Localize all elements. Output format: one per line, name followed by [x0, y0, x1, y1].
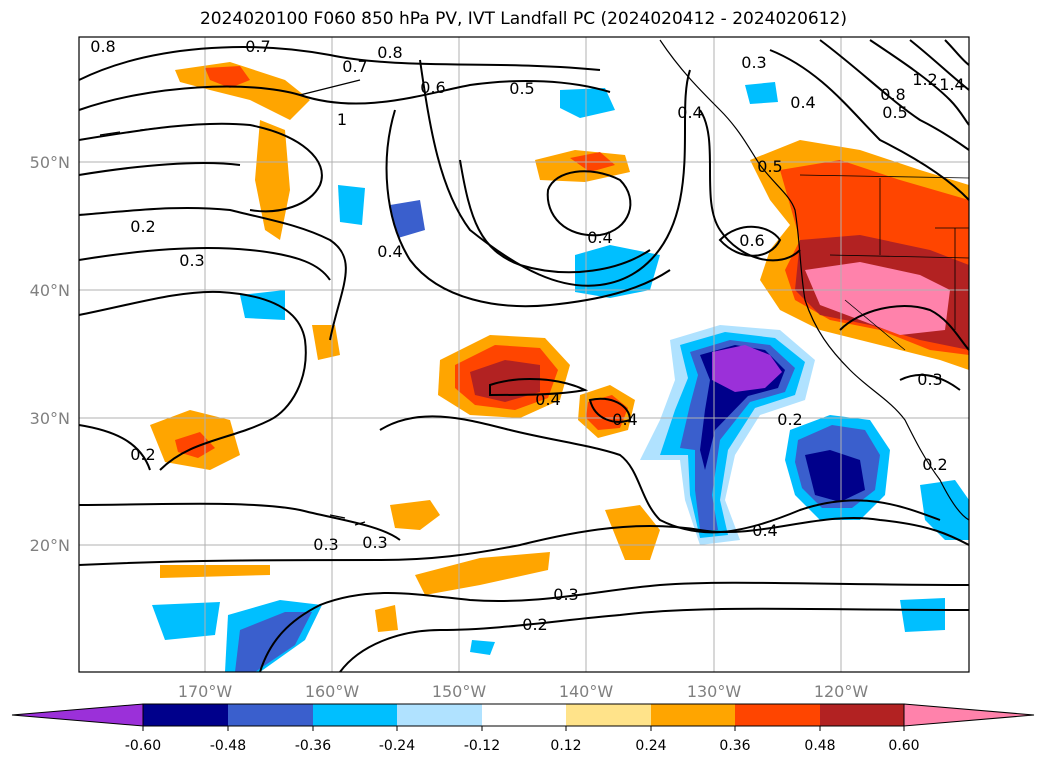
colorbar-tick: -0.48: [210, 738, 246, 754]
contour-label: 0.2: [522, 615, 547, 634]
pv-contours: [78, 39, 970, 673]
lon-label: 160°W: [305, 682, 360, 701]
colorbar-tick: -0.36: [295, 738, 331, 754]
contour-label: 0.4: [790, 93, 815, 112]
contour-label: 0.5: [757, 157, 782, 176]
contour-label: 0.3: [741, 53, 766, 72]
colorbar-bin: [482, 704, 566, 726]
state-borders: [799, 174, 970, 351]
colorbar-bin: [735, 704, 820, 726]
colorbar-high-extension: [903, 703, 1035, 727]
map-title: 2024020100 F060 850 hPa PV, IVT Landfall…: [199, 9, 847, 29]
contour-label: 0.4: [377, 242, 402, 261]
contour-label: 1: [337, 110, 347, 129]
colorbar-tick: -0.12: [464, 738, 500, 754]
contour-label: 0.3: [917, 370, 942, 389]
contour-label: 0.8: [880, 85, 905, 104]
lon-label: 150°W: [432, 682, 487, 701]
contour-label: 1.2: [912, 70, 937, 89]
contour-label: 0.3: [362, 533, 387, 552]
colorbar-bin: [820, 704, 904, 726]
contour-label: 0.8: [90, 37, 115, 56]
colorbar-low-extension: [11, 703, 144, 727]
lat-label: 40°N: [30, 281, 70, 300]
contour-label: 0.6: [420, 78, 445, 97]
lon-label: 140°W: [559, 682, 614, 701]
contour-label: 0.7: [245, 37, 270, 56]
coastline: [99, 39, 970, 526]
contour-label: 0.4: [752, 521, 777, 540]
colorbar-bin: [143, 704, 228, 726]
colorbar-bin: [313, 704, 397, 726]
contour-label: 0.6: [739, 231, 764, 250]
contour-label: 0.4: [677, 103, 702, 122]
longitude-labels: 170°W 160°W 150°W 140°W 130°W 120°W: [178, 682, 869, 701]
colorbar-tick: -0.24: [379, 738, 415, 754]
colorbar-tick: -0.60: [125, 738, 161, 754]
lon-label: 170°W: [178, 682, 233, 701]
lat-label: 30°N: [30, 409, 70, 428]
contour-label: 0.3: [553, 585, 578, 604]
colorbar-bin: [228, 704, 313, 726]
colorbar-bin: [651, 704, 735, 726]
contour-label: 0.7: [342, 57, 367, 76]
colorbar-tick: 0.12: [550, 738, 581, 754]
contour-label: 0.3: [179, 251, 204, 270]
lon-label: 130°W: [687, 682, 742, 701]
contour-label: 1.4: [939, 75, 964, 94]
colorbar-tick: 0.48: [804, 738, 835, 754]
contour-label: 0.8: [377, 43, 402, 62]
contour-label: 0.2: [922, 455, 947, 474]
contour-label: 0.2: [130, 217, 155, 236]
colorbar-tick: 0.24: [635, 738, 666, 754]
contour-labels: 0.8 0.7 0.8 0.7 1 0.6 0.5 0.3 0.4 1.2 1.…: [90, 37, 964, 634]
contour-label: 0.2: [130, 445, 155, 464]
contour-label: 0.5: [509, 79, 534, 98]
lon-label: 120°W: [814, 682, 869, 701]
colorbar-tick: 0.36: [719, 738, 750, 754]
colorbar-bin: [566, 704, 651, 726]
contour-label: 0.5: [882, 103, 907, 122]
contour-label: 0.4: [612, 410, 637, 429]
colorbar-tick: 0.60: [888, 738, 919, 754]
lat-label: 50°N: [30, 153, 70, 172]
colorbar-bin: [397, 704, 482, 726]
colorbar: -0.60 -0.48 -0.36 -0.24 -0.12 0.12 0.24 …: [11, 703, 1035, 754]
contour-label: 0.4: [587, 228, 612, 247]
lat-label: 20°N: [30, 536, 70, 555]
latitude-labels: 50°N 40°N 30°N 20°N: [30, 153, 70, 555]
contour-label: 0.4: [535, 390, 560, 409]
contour-label: 0.3: [313, 535, 338, 554]
contour-label: 0.2: [777, 410, 802, 429]
